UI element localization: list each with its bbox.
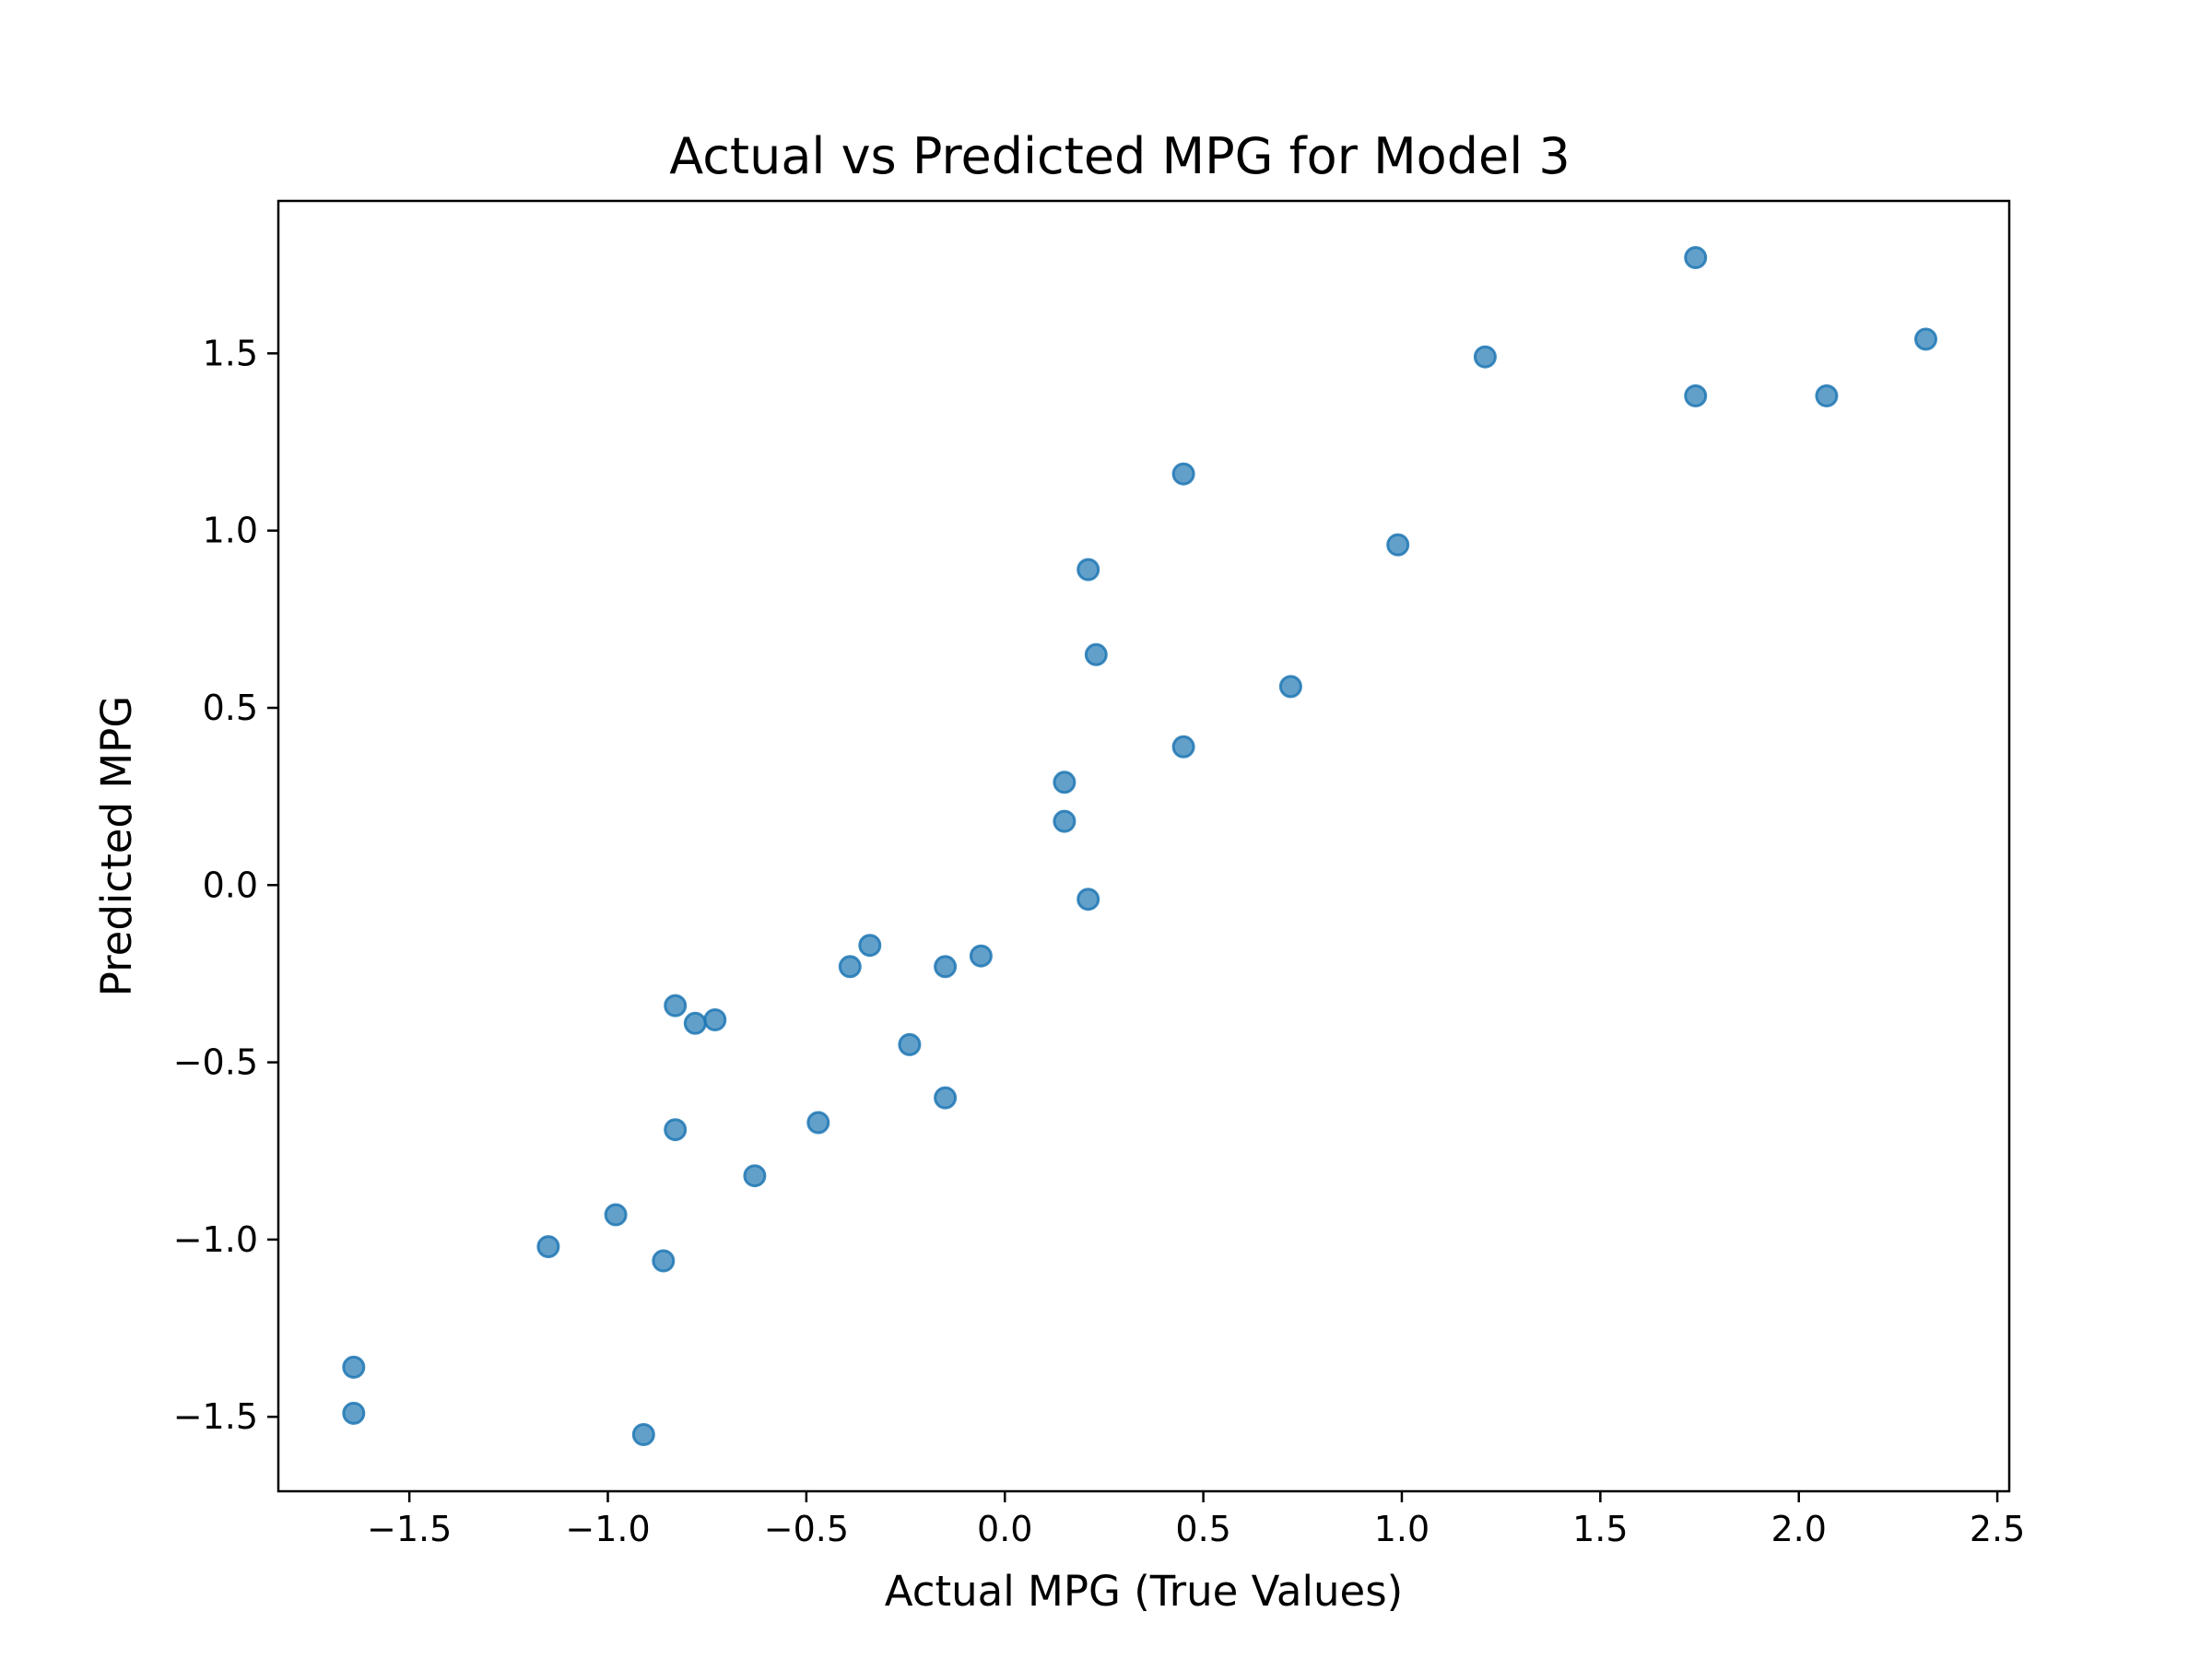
data-point bbox=[1278, 675, 1302, 699]
data-point bbox=[1386, 533, 1410, 557]
plot-frame bbox=[276, 199, 2011, 1493]
data-point bbox=[934, 1086, 958, 1110]
data-point bbox=[969, 944, 993, 968]
y-axis-label: Predicted MPG bbox=[92, 696, 141, 996]
y-tick-label: 0.5 bbox=[203, 688, 258, 728]
data-point bbox=[652, 1249, 676, 1273]
y-tick-label: −1.5 bbox=[173, 1396, 258, 1437]
data-point bbox=[858, 934, 882, 958]
points-layer bbox=[342, 246, 1937, 1446]
data-point bbox=[1914, 327, 1937, 351]
y-axis-ticks: −1.5 −1.0 −0.5 0.0 0.5 1.0 1.5 bbox=[173, 333, 278, 1437]
data-point bbox=[934, 955, 958, 979]
data-point bbox=[1473, 345, 1497, 369]
x-tick-label: 2.5 bbox=[1970, 1509, 2025, 1549]
x-tick-label: 1.5 bbox=[1572, 1509, 1628, 1549]
data-point bbox=[1053, 771, 1077, 794]
data-point bbox=[342, 1401, 366, 1425]
x-tick-label: −0.5 bbox=[764, 1509, 849, 1549]
data-point bbox=[806, 1111, 830, 1135]
x-axis-ticks: −1.5 −1.0 −0.5 0.0 0.5 1.0 1.5 2.0 2.5 bbox=[367, 1491, 2025, 1549]
data-point bbox=[664, 1118, 688, 1142]
data-point bbox=[1084, 642, 1108, 666]
data-point bbox=[631, 1423, 655, 1446]
data-point bbox=[536, 1235, 560, 1259]
data-point bbox=[1171, 735, 1195, 759]
data-point bbox=[1053, 809, 1077, 833]
data-point bbox=[1684, 246, 1708, 269]
data-point bbox=[1684, 384, 1708, 407]
data-point bbox=[703, 1008, 727, 1031]
chart-title: Actual vs Predicted MPG for Model 3 bbox=[669, 127, 1570, 185]
data-point bbox=[838, 955, 862, 979]
data-point bbox=[743, 1164, 767, 1188]
x-tick-label: −1.5 bbox=[367, 1509, 452, 1549]
data-point bbox=[342, 1355, 366, 1379]
x-tick-label: 0.0 bbox=[977, 1509, 1032, 1549]
data-point bbox=[898, 1032, 922, 1056]
data-point bbox=[664, 994, 688, 1018]
data-point bbox=[1815, 384, 1839, 407]
x-axis-label: Actual MPG (True Values) bbox=[885, 1567, 1403, 1616]
data-point bbox=[604, 1203, 628, 1227]
y-tick-label: 1.0 bbox=[203, 511, 258, 551]
y-tick-label: −0.5 bbox=[173, 1042, 258, 1083]
x-tick-label: −1.0 bbox=[565, 1509, 650, 1549]
y-tick-label: −1.0 bbox=[173, 1219, 258, 1260]
data-point bbox=[1171, 462, 1195, 486]
y-tick-label: 0.0 bbox=[203, 865, 258, 905]
data-point bbox=[1077, 558, 1100, 582]
y-tick-label: 1.5 bbox=[203, 333, 258, 373]
x-tick-label: 0.5 bbox=[1175, 1509, 1230, 1549]
data-point bbox=[683, 1011, 707, 1035]
x-tick-label: 2.0 bbox=[1771, 1509, 1826, 1549]
x-tick-label: 1.0 bbox=[1374, 1509, 1430, 1549]
data-point bbox=[1077, 888, 1100, 912]
